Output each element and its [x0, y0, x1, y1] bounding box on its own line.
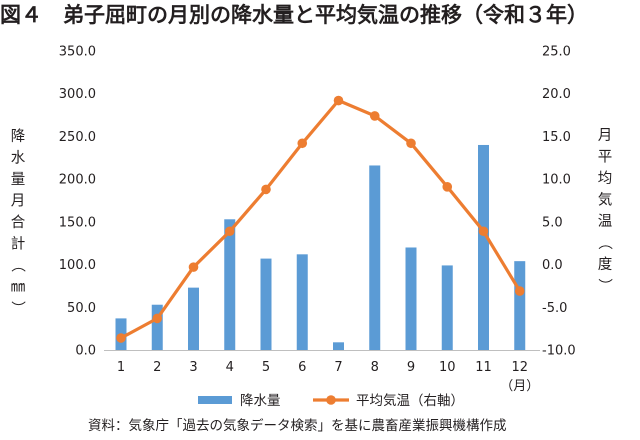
left-axis-title-char: 合 [11, 214, 26, 231]
left-axis-tick-label: 350.0 [59, 45, 96, 60]
left-axis-title-char: ㎜ [11, 280, 26, 296]
x-axis-tick-label: 7 [334, 360, 342, 375]
right-axis-title-char: 平 [598, 150, 613, 166]
legend-precipitation-label: 降水量 [240, 393, 281, 409]
left-axis-title-char: 降 [11, 128, 26, 145]
temperature-point [224, 226, 235, 237]
x-axis-tick-label: 3 [189, 360, 197, 375]
left-axis-title-char: 計 [11, 236, 26, 253]
left-axis-ticks: 0.0 50.0 100.0 150.0 200.0 250.0 300.0 350.0 [59, 45, 96, 359]
right-axis-tick-label: -5.0 [542, 301, 567, 316]
x-axis-tick-label: 11 [475, 360, 492, 375]
left-axis-tick-label: 50.0 [67, 301, 96, 316]
left-axis-tick-label: 100.0 [59, 258, 96, 273]
right-axis-title-char: 月 [598, 128, 613, 144]
right-axis-ticks: -10.0 -5.0 0.0 5.0 10.0 15.0 20.0 25.0 [542, 45, 576, 359]
right-axis-title-char: ） [596, 278, 613, 293]
x-axis-tick-label: 5 [262, 360, 270, 375]
temperature-point [514, 286, 525, 296]
x-axis-tick-label: 2 [153, 360, 161, 375]
left-axis-tick-label: 250.0 [59, 130, 96, 145]
temperature-point [116, 333, 126, 343]
precipitation-bar [260, 258, 272, 350]
x-axis-tick-label: 6 [298, 360, 306, 375]
right-axis-title-char: （ [596, 235, 613, 250]
precipitation-bars [115, 144, 526, 350]
precipitation-bar [333, 342, 344, 350]
temperature-line-series [116, 95, 525, 343]
legend-temperature-swatch-marker [326, 395, 336, 405]
right-axis-title-char: 気 [598, 192, 613, 209]
temperature-point [478, 226, 489, 237]
x-axis-tick-label: 8 [371, 360, 379, 375]
right-axis-title-char: 温 [598, 213, 613, 230]
x-axis-ticks: 1 2 3 4 5 6 7 8 9 10 11 12 [117, 360, 528, 375]
chart-legend: 降水量 平均気温（右軸） [198, 393, 464, 409]
source-note: 資料：気象庁「過去の気象データ検索」を基に農畜産業振興機構作成 [88, 417, 507, 434]
temperature-point [406, 138, 416, 149]
right-axis-title-char: 度 [598, 256, 613, 273]
right-axis-tick-label: 0.0 [542, 258, 563, 273]
right-axis-tick-label: 15.0 [542, 130, 571, 145]
temperature-point [333, 95, 344, 106]
right-axis-tick-label: 10.0 [542, 173, 571, 188]
temperature-point [261, 184, 271, 195]
right-axis-tick-label: 5.0 [542, 215, 563, 230]
right-axis-title-char: 均 [598, 170, 613, 187]
precipitation-bar [151, 304, 163, 350]
temperature-point [369, 111, 380, 121]
precipitation-bar [224, 219, 236, 350]
figure-title: 図４ 弟子屈町の月別の降水量と平均気温の推移（令和３年） [0, 3, 588, 27]
right-axis-tick-label: 20.0 [542, 87, 571, 102]
x-axis-tick-label: 9 [407, 360, 415, 375]
left-axis-tick-label: 300.0 [59, 87, 96, 102]
precipitation-bar [478, 144, 489, 350]
x-axis-tick-label: 4 [226, 360, 234, 375]
temperature-point [188, 262, 199, 272]
x-axis-tick-label: 1 [117, 360, 125, 375]
left-axis-tick-label: 200.0 [59, 173, 96, 188]
precipitation-bar [405, 247, 417, 350]
temperature-line [119, 98, 522, 340]
legend-temperature-label: 平均気温（右軸） [356, 393, 464, 409]
right-axis-tick-label: -10.0 [542, 344, 576, 359]
temperature-point [152, 313, 163, 324]
left-axis-title-char: ） [9, 301, 26, 316]
temperature-point [442, 182, 453, 192]
temperature-point [297, 138, 308, 149]
left-axis-title-char: 量 [11, 172, 26, 188]
precipitation-bar [188, 287, 199, 350]
left-axis-tick-label: 150.0 [59, 215, 96, 230]
left-axis-title-char: （ [9, 258, 26, 273]
precipitation-bar [441, 265, 453, 350]
x-axis-tick-label: 12 [511, 360, 528, 375]
left-axis-tick-label: 0.0 [75, 344, 96, 359]
x-axis-unit-label: （月） [500, 379, 539, 394]
right-axis-tick-label: 25.0 [542, 45, 571, 60]
x-axis-tick-label: 10 [439, 360, 456, 375]
left-axis-title-char: 月 [11, 194, 26, 210]
precipitation-bar [369, 165, 381, 350]
precipitation-bar [296, 254, 308, 350]
precipitation-bar [514, 261, 526, 350]
left-axis-title-char: 水 [11, 150, 26, 167]
legend-precipitation-swatch [198, 396, 232, 404]
